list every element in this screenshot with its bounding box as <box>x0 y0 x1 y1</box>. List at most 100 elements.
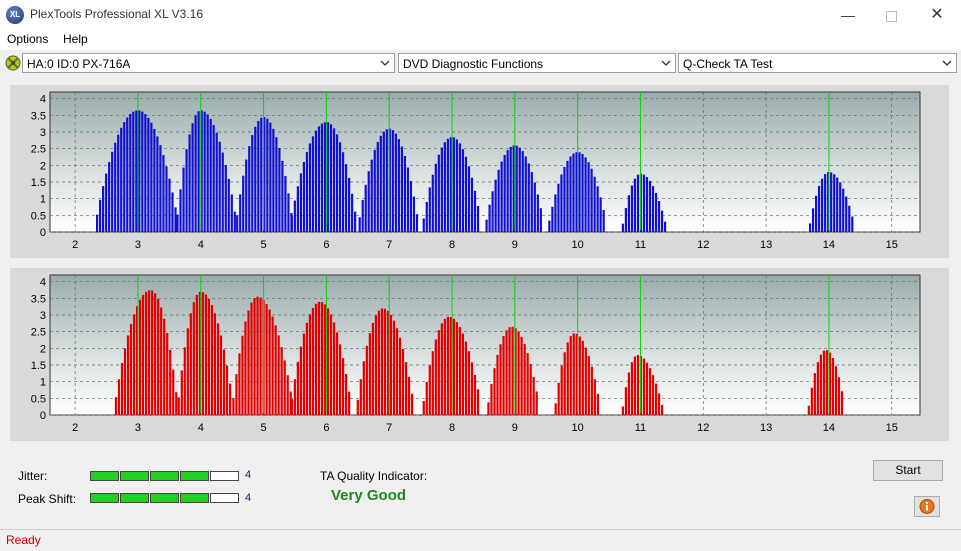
window-title: PlexTools Professional XL V3.16 <box>30 7 203 21</box>
chart-bar <box>455 139 459 232</box>
x-tick-label: 14 <box>823 422 835 434</box>
chart-bar <box>590 366 593 415</box>
chart-bar <box>338 344 342 415</box>
chart-bar <box>332 322 336 415</box>
chart-bar <box>329 124 333 232</box>
chart-bar <box>452 137 456 232</box>
chart-bar <box>470 362 474 415</box>
chart-bar <box>397 139 400 232</box>
chart-bar <box>813 373 816 415</box>
chart-bar <box>639 356 643 415</box>
chart-bar <box>180 370 183 415</box>
chart-bar <box>584 347 587 415</box>
chart-bar <box>458 327 462 415</box>
chart-bar <box>335 332 339 415</box>
chart-bar <box>148 290 151 415</box>
chart-bar <box>818 185 821 232</box>
chart-bar <box>524 156 527 232</box>
chart-bar <box>329 314 333 415</box>
x-tick-label: 9 <box>512 239 518 251</box>
menu-options[interactable]: Options <box>7 32 49 46</box>
maximize-button[interactable] <box>868 0 914 30</box>
chart-bar <box>362 361 365 415</box>
x-tick-label: 3 <box>135 422 141 434</box>
chart-bar <box>356 399 359 415</box>
chart-bar <box>166 332 169 415</box>
chart-bar <box>840 391 844 415</box>
chart-bar <box>512 145 515 232</box>
chart-bar <box>165 166 168 232</box>
chart-bar <box>172 369 175 415</box>
chart-bar <box>493 368 496 415</box>
chart-bar <box>287 193 290 232</box>
y-tick-label: 2 <box>40 343 46 355</box>
chart-bar <box>157 299 160 415</box>
chart-bar <box>587 162 590 232</box>
chart-bar <box>224 164 227 232</box>
chart-bar <box>263 117 266 232</box>
chart-bar <box>642 174 646 232</box>
chart-bar <box>123 348 127 415</box>
chart-bar <box>404 362 408 415</box>
close-button[interactable]: ✕ <box>930 6 944 23</box>
drive-icon <box>5 55 21 71</box>
chart-bar <box>175 392 178 415</box>
chart-bar <box>624 387 627 415</box>
chart-bar <box>215 132 218 232</box>
chart-bar <box>150 122 153 232</box>
chart-bar <box>596 393 599 415</box>
chart-bar <box>515 145 518 232</box>
plot-area <box>49 274 921 416</box>
chart-bar <box>836 177 839 232</box>
chart-bar <box>117 134 120 232</box>
chart-bar <box>596 186 599 232</box>
chart-bar <box>209 118 212 232</box>
chart-bar <box>563 352 566 415</box>
peak-shift-meter <box>90 493 239 503</box>
chart-bar <box>636 355 640 415</box>
chart-bar <box>374 315 377 415</box>
x-tick-label: 12 <box>697 239 709 251</box>
chart-bar <box>548 220 551 232</box>
chart-bar <box>642 358 646 415</box>
peak-shift-meter-segment <box>90 493 119 503</box>
chart-bar <box>126 117 129 232</box>
chart-bar <box>473 375 477 415</box>
chart-bar <box>452 318 456 415</box>
chart-bar <box>351 193 354 232</box>
chart-bar <box>289 391 292 415</box>
x-tick-label: 13 <box>760 422 772 434</box>
y-tick-label: 2.5 <box>31 327 46 339</box>
chart-bar <box>204 294 208 415</box>
chart-bar <box>578 336 581 415</box>
chart-bar <box>464 341 468 415</box>
x-tick-label: 15 <box>886 422 898 434</box>
start-button[interactable]: Start <box>873 460 943 481</box>
chart-bar <box>377 310 381 415</box>
y-tick-label: 0 <box>40 410 46 422</box>
chart-bar <box>251 135 254 232</box>
function-select[interactable]: DVD Diagnostic Functions <box>398 53 676 73</box>
chart-bar <box>299 173 302 232</box>
menu-help[interactable]: Help <box>63 32 88 46</box>
minimize-button[interactable]: — <box>841 7 855 23</box>
x-tick-label: 5 <box>261 239 267 251</box>
chart-bar <box>174 207 177 232</box>
info-button[interactable] <box>914 496 940 517</box>
chart-bar <box>403 156 407 232</box>
chart-bar <box>440 323 443 415</box>
chart-bar <box>250 302 253 415</box>
chart-bar <box>232 398 235 415</box>
chart-bar <box>508 327 511 415</box>
test-select[interactable]: Q-Check TA Test <box>678 53 957 73</box>
chart-bar <box>126 335 130 415</box>
chart-bar <box>394 133 397 232</box>
chart-bar <box>389 314 393 415</box>
chart-bar <box>517 331 520 415</box>
chart-bar <box>210 305 214 415</box>
drive-select[interactable]: HA:0 ID:0 PX-716A <box>22 53 395 73</box>
chart-bar <box>593 176 596 232</box>
jitter-meter-segment <box>90 471 119 481</box>
chart-bar <box>111 151 114 232</box>
chart-bar <box>532 376 535 415</box>
